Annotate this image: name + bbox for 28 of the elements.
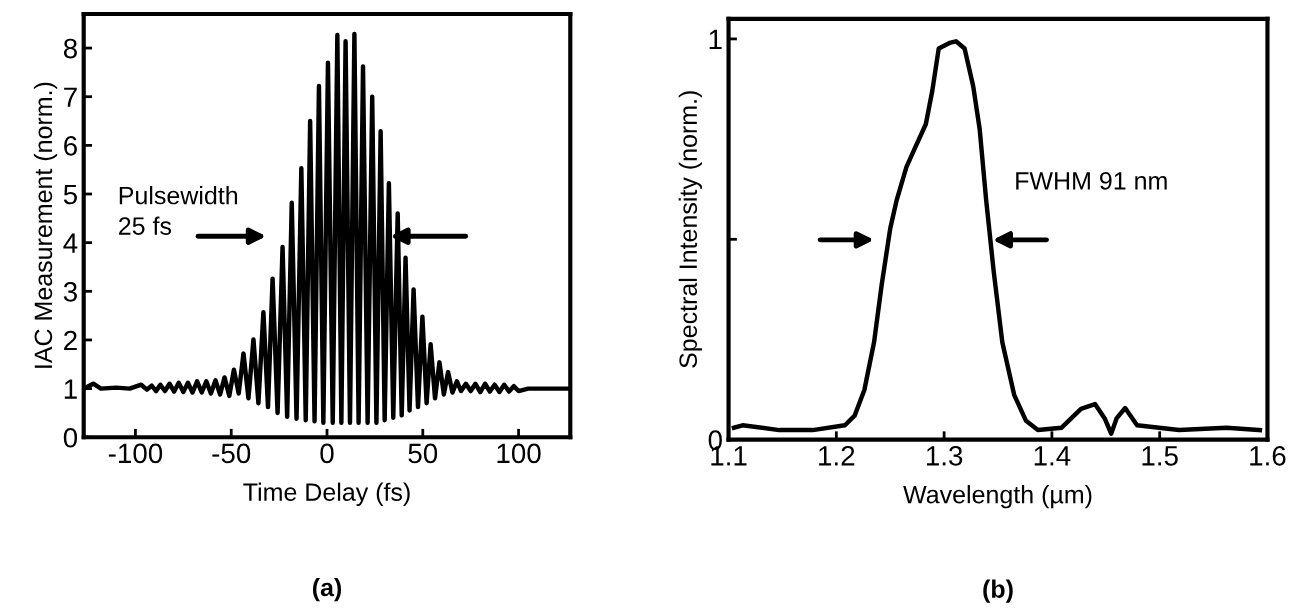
text: (a) xyxy=(312,577,342,602)
x-axis-title: Time Delay (fs) xyxy=(243,482,410,506)
y-tick-label: 4 xyxy=(63,233,78,253)
x-tick-label: 1.6 xyxy=(1250,445,1286,466)
y-axis-title: IAC Measurement (norm.) xyxy=(33,82,58,368)
x-tick-label: 0 xyxy=(320,443,334,464)
annotation: Pulsewidth 25 fs xyxy=(119,186,238,235)
x-tick-label: 1.2 xyxy=(819,445,855,466)
y-tick-label: 3 xyxy=(63,281,77,302)
x-tick-label: -50 xyxy=(212,443,251,464)
y-tick-label: 2 xyxy=(64,330,77,351)
x-axis-title: Wavelength (µm) xyxy=(903,485,1092,509)
y-axis-title: Spectral Intensity (norm.) xyxy=(678,91,702,368)
x-tick-label: 100 xyxy=(497,443,541,464)
y-tick-label: 1 xyxy=(709,29,722,49)
y-tick-label: 1 xyxy=(64,379,77,399)
x-tick-label: 1.3 xyxy=(926,445,963,466)
y-tick-label: 5 xyxy=(63,184,77,205)
x-tick-label: 1.5 xyxy=(1142,446,1178,466)
y-tick-label: 7 xyxy=(64,87,77,107)
y-tick-label: 8 xyxy=(63,38,77,59)
y-tick-label: 6 xyxy=(64,136,77,156)
x-tick-label: 1.4 xyxy=(1034,446,1071,466)
y-tick-label: 0 xyxy=(63,427,78,448)
x-tick-label: 50 xyxy=(408,443,438,464)
annotation: FWHM 91 nm xyxy=(1016,172,1167,190)
x-tick-label: -100 xyxy=(108,443,163,464)
text: (b) xyxy=(983,579,1013,603)
